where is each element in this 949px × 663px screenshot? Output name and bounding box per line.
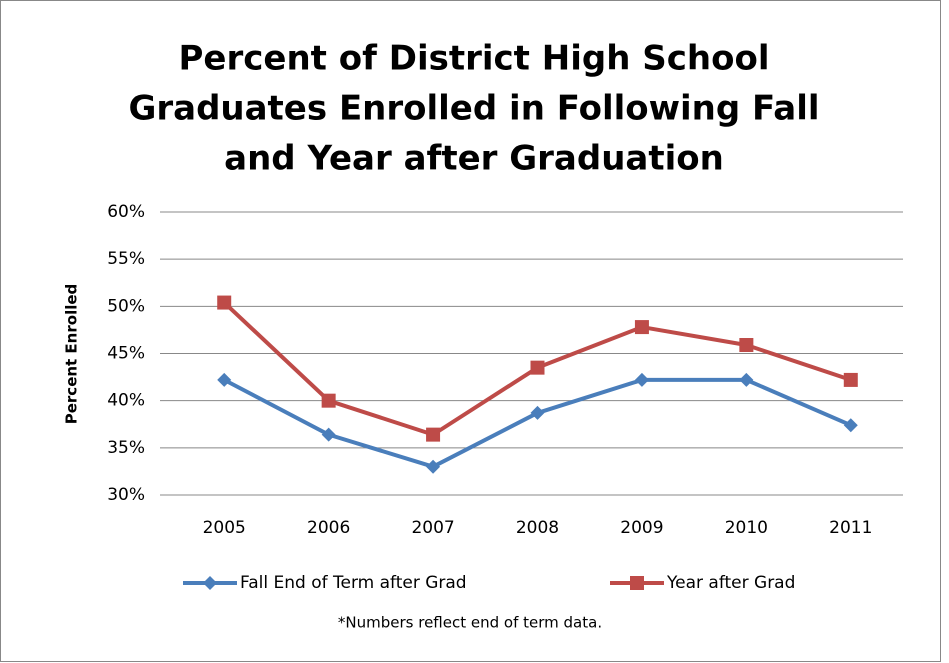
y-tick-label: 40% — [107, 391, 145, 411]
y-tick-label: 45% — [107, 344, 145, 364]
y-tick-label: 35% — [107, 438, 145, 458]
data-point — [321, 393, 336, 408]
data-point — [426, 459, 441, 474]
x-tick-label: 2006 — [307, 518, 350, 538]
data-point — [217, 295, 232, 310]
legend-marker — [630, 576, 644, 590]
data-point — [321, 427, 336, 442]
legend-label: Year after Grad — [666, 573, 795, 593]
x-tick-label: 2010 — [725, 518, 768, 538]
footnote: *Numbers reflect end of term data. — [338, 614, 602, 632]
chart-title: Percent of District High School — [179, 39, 770, 79]
x-tick-label: 2007 — [411, 518, 454, 538]
data-point — [739, 338, 754, 353]
data-point — [843, 372, 858, 387]
legend-marker — [203, 576, 217, 590]
y-tick-label: 30% — [107, 485, 145, 505]
data-point — [530, 405, 545, 420]
data-point — [530, 360, 545, 375]
legend-label: Fall End of Term after Grad — [240, 573, 467, 593]
x-tick-label: 2005 — [203, 518, 246, 538]
data-point — [217, 372, 232, 387]
y-axis-label: Percent Enrolled — [63, 284, 81, 425]
y-tick-label: 55% — [107, 249, 145, 269]
data-point — [739, 372, 754, 387]
x-tick-label: 2009 — [620, 518, 663, 538]
x-tick-label: 2008 — [516, 518, 559, 538]
data-point — [426, 427, 441, 442]
y-tick-label: 50% — [107, 296, 145, 316]
data-point — [843, 418, 858, 433]
data-point — [634, 372, 649, 387]
x-tick-label: 2011 — [829, 518, 872, 538]
chart-title: Graduates Enrolled in Following Fall — [128, 89, 819, 129]
chart-title: and Year after Graduation — [224, 139, 724, 179]
y-tick-label: 60% — [107, 202, 145, 222]
data-point — [634, 320, 649, 335]
